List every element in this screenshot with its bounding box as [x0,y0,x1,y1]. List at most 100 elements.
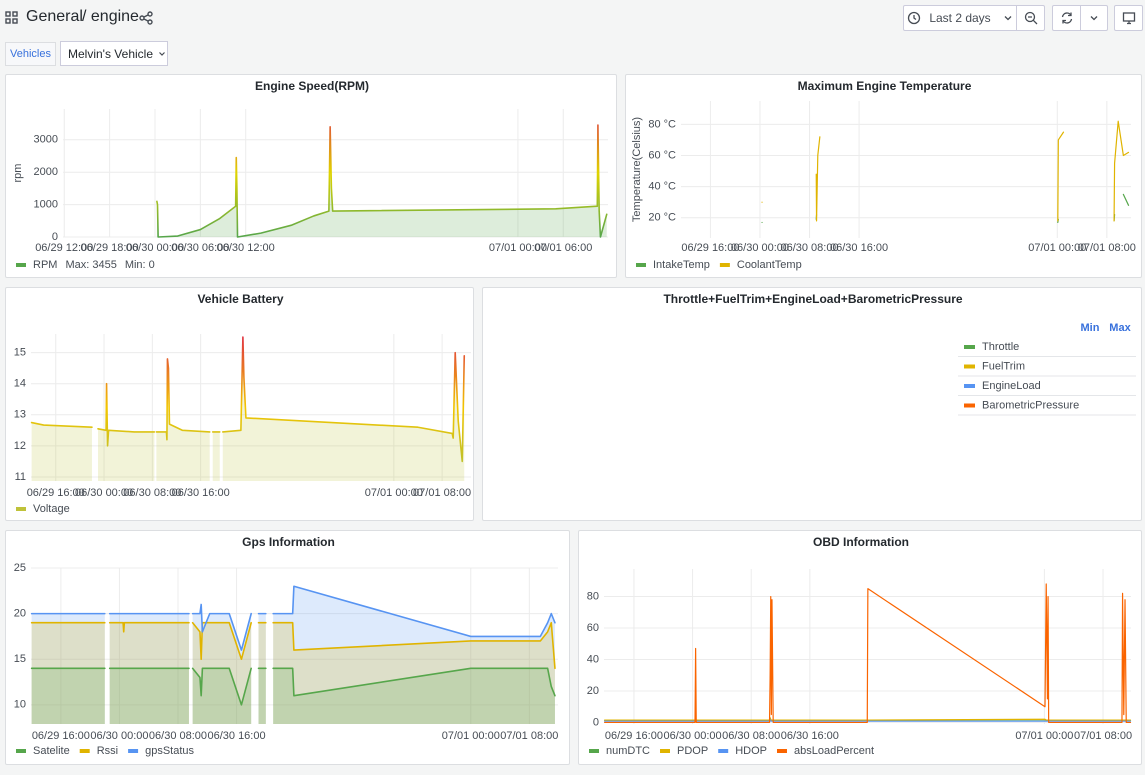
y-tick-label: 10 [14,699,26,711]
x-tick-label: 06/30 08:00 [722,730,780,742]
legend-entry: EngineLoad [982,380,1041,392]
panel: Vehicle Battery 11 12 13 14 15 06/29 16:00 06/3… [5,287,474,521]
legend-entry: absLoadPercent [794,745,874,757]
x-tick-label: 06/29 18:00 [81,242,139,254]
y-tick-label: 0 [52,231,58,243]
series-line [30,336,466,463]
panel: Engine Speed(RPM) 0 1000 2000 3000 06/29 12:0… [5,74,617,278]
x-tick-label: 06/30 08:00 [123,487,181,499]
legend-entry: FuelTrim [982,360,1025,372]
panel: Maximum Engine Temperature 20 °C 40 °C 60 °… [625,74,1142,278]
x-tick-label: 06/30 00:00 [126,242,184,254]
x-tick-label: 06/30 08:00 [149,730,207,742]
legend-entry: PDOP [677,745,708,757]
apps-icon[interactable] [5,11,18,24]
x-tick-label: 07/01 08:00 [1078,242,1136,254]
y-tick-label: 11 [15,471,26,483]
x-tick-label: 06/29 12:00 [35,242,93,254]
x-tick-label: 06/30 00:00 [90,730,148,742]
legend-stat: Min: 0 [125,259,155,271]
y-tick-label: 20 [587,685,599,697]
panel-title: Maximum Engine Temperature [798,79,972,93]
series-line [156,124,608,238]
x-tick-label: 07/01 00:00 [1015,730,1073,742]
y-tick-label: 60 °C [648,149,676,161]
y-tick-label: 3000 [34,134,58,146]
series-line [30,585,556,651]
series-line [604,718,1132,722]
time-range: Last 2 days [929,11,991,25]
breadcrumb-folder[interactable]: General [26,8,83,25]
y-tick-label: 40 [587,653,599,665]
legend-entry: CoolantTemp [737,259,802,271]
y-tick-label: 80 [587,590,599,602]
time-picker[interactable]: Last 2 days [903,5,1017,31]
legend-entry: RPM [33,259,57,271]
y-tick-label: 2000 [34,166,58,178]
legend-stat: Max: 3455 [65,259,116,271]
panel-chart: Engine Speed(RPM) 0 1000 2000 3000 06/29 12:0… [12,79,608,271]
refresh-interval[interactable] [1080,5,1108,31]
x-tick-label: 07/01 06:00 [534,242,592,254]
legend-entry: numDTC [606,745,650,757]
y-tick-label: 25 [14,562,26,574]
x-tick-label: 06/30 08:00 [780,242,838,254]
x-tick-label: 06/30 12:00 [217,242,275,254]
monitor-icon [1122,12,1135,25]
y-tick-label: 0 [593,716,599,728]
y-tick-label: 20 [14,608,26,620]
chevron [159,51,165,56]
refresh-button[interactable] [1052,5,1081,31]
panel-title: Vehicle Battery [197,292,283,306]
x-tick-label: 07/01 08:00 [1074,730,1132,742]
series-line [604,583,1132,724]
legend-entry: Rssi [97,745,118,757]
x-tick-label: 06/29 16:00 [27,487,85,499]
x-tick-label: 07/01 08:00 [500,730,558,742]
y-tick-label: 60 [587,622,599,634]
y-tick-label: 12 [14,440,26,452]
legend-entry: Throttle [982,341,1019,353]
x-tick-label: 06/30 00:00 [75,487,133,499]
y-tick-label: 13 [14,409,26,421]
panel-title: Gps Information [242,535,335,549]
panel: Throttle+FuelTrim+EngineLoad+BarometricP… [482,287,1142,521]
panel-title: Engine Speed(RPM) [255,79,369,93]
y-axis-label: rpm [12,164,24,183]
legend-entry: Voltage [33,503,70,515]
x-tick-label: 07/01 00:00 [489,242,547,254]
variable-value: Melvin's Vehicle [68,46,153,61]
x-tick-label: 06/29 16:00 [32,730,90,742]
refresh-icon [1061,12,1072,24]
y-tick-label: 15 [14,347,26,359]
legend-entry: BarometricPressure [982,399,1079,411]
y-tick-label: 14 [14,378,26,390]
x-tick-label: 06/29 16:00 [681,242,739,254]
zoom-out-button[interactable] [1016,5,1045,31]
area-fill [156,125,607,237]
area-fill [31,586,555,724]
legend-column-header: Max [1109,322,1131,334]
legend-entry: IntakeTemp [653,259,710,271]
x-tick-label: 07/01 00:00 [442,730,500,742]
dashboard-title[interactable]: / engine [82,8,139,25]
x-tick-label: 07/01 08:00 [413,487,471,499]
x-tick-label: 06/30 16:00 [781,730,839,742]
panel-chart: Maximum Engine Temperature 20 °C 40 °C 60 °… [631,79,1136,271]
panel-title: Throttle+FuelTrim+EngineLoad+BarometricP… [663,292,962,306]
series-line [30,667,556,706]
area-fill [31,337,465,481]
panel: Gps Information 10 15 20 25 06/29 16:00 06/30 … [5,530,570,765]
variable-label: Vehicles [5,42,56,66]
variable-select[interactable]: Melvin's Vehicle [60,41,168,66]
tv-mode-button[interactable] [1114,5,1143,31]
share-icon[interactable] [139,11,153,25]
panel-title: OBD Information [813,535,909,549]
y-tick-label: 20 °C [648,212,676,224]
x-tick-label: 07/01 00:00 [1028,242,1086,254]
x-tick-label: 07/01 00:00 [365,487,423,499]
x-tick-label: 06/30 00:00 [731,242,789,254]
